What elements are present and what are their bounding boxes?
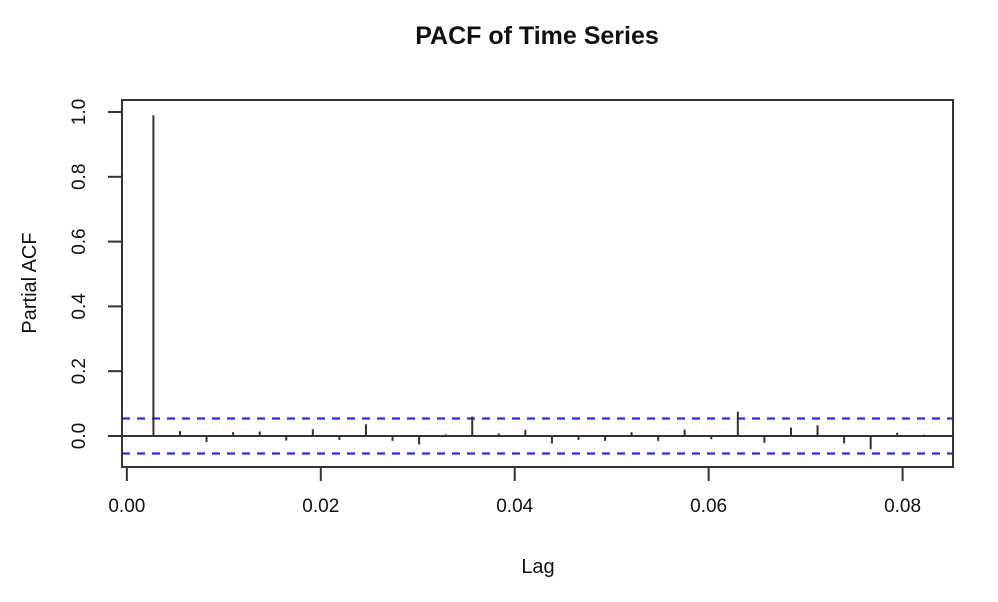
x-tick-label: 0.00 (108, 496, 145, 517)
y-tick-label: 0.4 (69, 293, 90, 320)
y-tick-label: 0.8 (69, 164, 90, 190)
pacf-spikes (152, 115, 925, 450)
y-axis-label: Partial ACF (19, 232, 41, 333)
x-tick-label: 0.08 (884, 496, 921, 517)
axis-tick-labels: 0.00 0.02 0.04 0.06 0.08 0.0 0.2 0.4 0.6 0.8 1.0 (69, 99, 921, 517)
axis-ticks (108, 110, 904, 481)
y-tick-label: 0.2 (69, 358, 90, 384)
x-tick-label: 0.04 (496, 496, 533, 517)
confidence-band-lines (122, 417, 953, 455)
x-axis-label: Lag (521, 556, 554, 578)
x-tick-label: 0.02 (302, 496, 339, 517)
x-tick-label: 0.06 (690, 496, 727, 517)
y-tick-label: 0.6 (69, 228, 90, 254)
chart-title: PACF of Time Series (415, 22, 659, 50)
y-tick-label: 0.0 (69, 423, 90, 449)
plot-box (121, 99, 954, 468)
y-tick-label: 1.0 (69, 99, 90, 125)
